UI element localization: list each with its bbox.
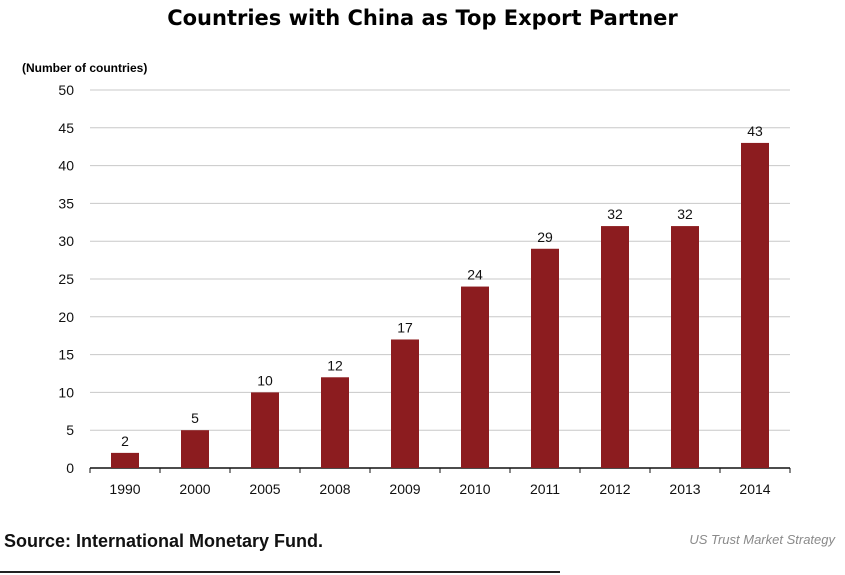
- bottom-divider: [0, 571, 560, 573]
- x-tick-label: 2013: [669, 481, 700, 497]
- x-tick-label: 1990: [109, 481, 140, 497]
- y-tick-label: 10: [58, 384, 74, 400]
- y-tick-label: 30: [58, 233, 74, 249]
- data-label: 10: [257, 372, 273, 388]
- y-tick-label: 5: [66, 422, 74, 438]
- x-tick-label: 2010: [459, 481, 490, 497]
- x-tick-label: 2014: [739, 481, 770, 497]
- y-tick-label: 0: [66, 460, 74, 476]
- bar-2013: [671, 226, 699, 468]
- x-tick-label: 2009: [389, 481, 420, 497]
- bar-2012: [601, 226, 629, 468]
- y-tick-label: 15: [58, 347, 74, 363]
- y-tick-label: 20: [58, 309, 74, 325]
- y-tick-label: 45: [58, 120, 74, 136]
- bar-2010: [461, 286, 489, 468]
- y-axis-label: (Number of countries): [22, 61, 148, 75]
- data-label: 43: [747, 123, 763, 139]
- data-label: 5: [191, 410, 199, 426]
- y-tick-label: 40: [58, 158, 74, 174]
- y-tick-label: 50: [58, 82, 74, 98]
- bar-1990: [111, 452, 139, 468]
- bar-2009: [391, 339, 419, 468]
- y-tick-label: 25: [58, 271, 74, 287]
- bar-2000: [181, 430, 209, 468]
- data-label: 2: [121, 433, 129, 449]
- x-tick-label: 2005: [249, 481, 280, 497]
- data-label: 32: [677, 206, 693, 222]
- bar-2008: [321, 377, 349, 468]
- bar-2011: [531, 248, 559, 468]
- data-label: 29: [537, 229, 553, 245]
- data-label: 24: [467, 267, 483, 283]
- x-tick-label: 2012: [599, 481, 630, 497]
- credit-note: US Trust Market Strategy: [689, 532, 835, 547]
- source-note: Source: International Monetary Fund.: [4, 531, 324, 551]
- x-tick-label: 2008: [319, 481, 350, 497]
- data-label: 12: [327, 357, 343, 373]
- x-tick-label: 2011: [530, 481, 560, 497]
- bar-2014: [741, 142, 769, 469]
- data-label: 17: [397, 319, 413, 335]
- x-tick-label: 2000: [179, 481, 210, 497]
- bar-chart: 0 5 10 15 20 25 30 35 40 45 50 2 1990 5 2000 10 2005 12 20…: [58, 82, 791, 497]
- chart-title: Countries with China as Top Export Partn…: [167, 6, 678, 30]
- data-label: 32: [607, 206, 623, 222]
- y-tick-label: 35: [58, 195, 74, 211]
- bar-2005: [251, 392, 279, 468]
